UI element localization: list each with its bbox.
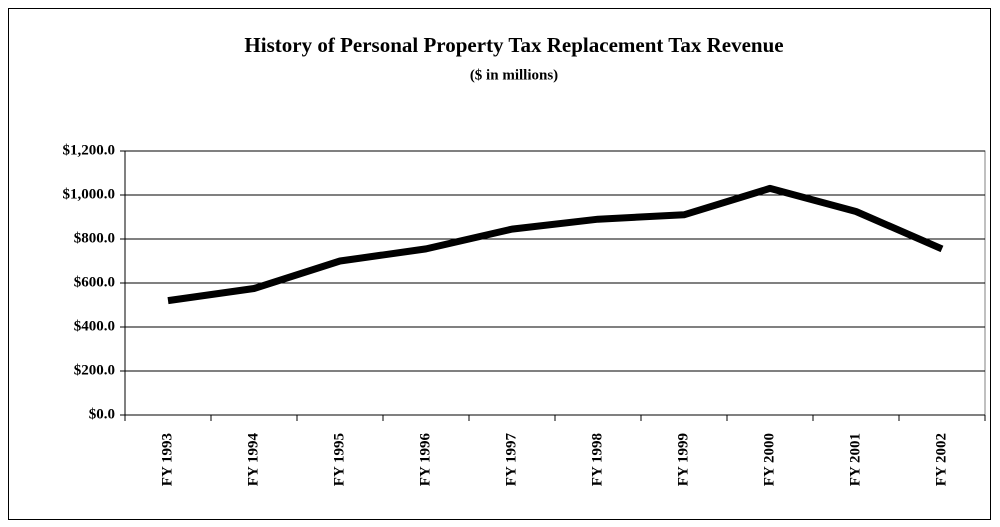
x-tick-label: FY 1994 bbox=[245, 433, 261, 487]
y-tick-label: $1,200.0 bbox=[63, 142, 116, 158]
chart-title: History of Personal Property Tax Replace… bbox=[244, 33, 783, 57]
y-tick-label: $600.0 bbox=[74, 274, 115, 290]
x-tick-label: FY 1997 bbox=[503, 433, 519, 487]
data-line bbox=[167, 184, 944, 305]
x-tick-label: FY 1993 bbox=[159, 433, 175, 486]
x-tick-label: FY 1998 bbox=[589, 433, 605, 486]
y-tick-label: $800.0 bbox=[74, 230, 115, 246]
chart-frame bbox=[8, 8, 991, 520]
chart-subtitle: ($ in millions) bbox=[470, 67, 558, 83]
y-tick-label: $1,000.0 bbox=[63, 186, 116, 202]
x-tick-label: FY 1996 bbox=[417, 433, 433, 487]
x-tick-label: FY 2001 bbox=[847, 433, 863, 486]
y-tick-label: $200.0 bbox=[74, 362, 115, 378]
y-tick-label: $0.0 bbox=[89, 406, 115, 422]
x-tick-label: FY 2002 bbox=[933, 433, 949, 486]
x-tick-label: FY 1995 bbox=[331, 433, 347, 486]
x-tick-label: FY 2000 bbox=[761, 433, 777, 486]
x-tick-label: FY 1999 bbox=[675, 433, 691, 486]
y-tick-label: $400.0 bbox=[74, 318, 115, 334]
